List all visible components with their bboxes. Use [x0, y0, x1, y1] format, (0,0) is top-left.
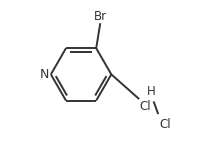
- Text: Cl: Cl: [139, 100, 151, 113]
- Text: Cl: Cl: [159, 118, 171, 131]
- Text: Br: Br: [94, 10, 107, 23]
- Text: N: N: [40, 68, 49, 81]
- Text: H: H: [147, 85, 156, 98]
